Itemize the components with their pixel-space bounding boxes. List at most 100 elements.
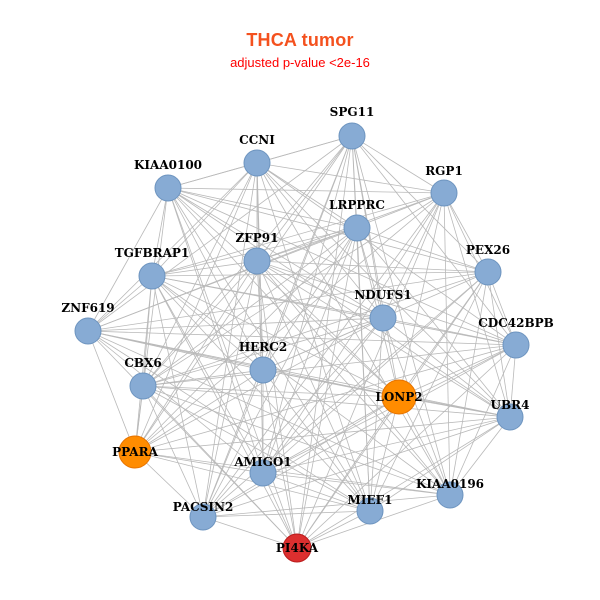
edge [262,227,358,474]
edge [134,416,511,453]
node-label-mief1: MIEF1 [348,493,393,507]
node-ccni [243,149,271,177]
edge [449,344,517,496]
edge [151,271,489,277]
edge [202,260,258,518]
edge [134,162,258,453]
node-label-lrpprc: LRPPRC [329,198,385,212]
node-pacsin2 [189,503,217,531]
edge [369,317,384,512]
edge [256,260,451,496]
edge [256,162,445,194]
edge [142,260,258,387]
edge [382,317,511,418]
node-lonp2 [381,379,417,415]
node-cbx6 [129,372,157,400]
edge [167,187,489,273]
node-pex26 [474,258,502,286]
edge [356,227,511,418]
edge [382,317,451,496]
edge [351,135,451,496]
edge [256,260,489,273]
node-kiaa0196 [436,481,464,509]
edge [142,385,400,398]
edge [151,275,204,518]
edge [443,192,511,418]
edge [151,275,264,371]
edge [262,317,384,371]
edge [202,162,258,518]
edge [142,385,298,549]
edge [142,385,371,512]
edge [167,187,384,319]
node-label-kiaa0196: KIAA0196 [416,477,484,491]
edge [142,317,384,387]
node-rgp1 [430,179,458,207]
edge [167,187,298,549]
edge [87,330,511,418]
edge [87,162,258,332]
edge [262,369,298,549]
edge [202,227,358,518]
edge [369,416,511,512]
edge [167,187,511,418]
edge [134,260,258,453]
node-label-ccni: CCNI [239,133,275,147]
node-label-lonp2: LONP2 [375,390,422,404]
edge [167,187,264,371]
edge [256,162,517,346]
node-label-cbx6: CBX6 [124,356,161,370]
edge [87,317,384,332]
edge [449,271,489,496]
edge [87,135,353,332]
node-label-ubr4: UBR4 [491,398,530,412]
node-label-rgp1: RGP1 [425,164,463,178]
edge [151,162,258,277]
node-lrpprc [343,214,371,242]
node-label-kiaa0100: KIAA0100 [134,158,202,172]
edge [256,260,384,319]
edge [296,227,358,549]
edge [87,330,371,512]
edge [87,330,136,453]
edge [398,396,451,496]
edge [262,317,384,474]
edge [262,396,400,474]
edge [151,275,264,474]
edge [296,192,445,549]
edge [369,271,489,512]
node-amigo1 [249,459,277,487]
edge [256,135,353,262]
edge [151,275,371,512]
node-label-znf619: ZNF619 [61,301,114,315]
node-label-pi4ka: PI4KA [276,541,319,555]
edge [87,187,169,332]
edge [398,192,445,398]
edge [134,344,517,453]
node-spg11 [338,122,366,150]
edge [382,192,445,319]
node-label-cdc42bpb: CDC42BPB [478,316,554,330]
labels-group: SPG11 CCNI KIAA0100 RGP1 LRPPRC ZFP91 PEX26 TGF… [61,105,553,555]
edge [142,385,451,496]
node-label-ndufs1: NDUFS1 [354,288,411,302]
edge [202,510,371,518]
edge [356,227,489,273]
edge [398,344,517,398]
edge [262,227,358,371]
node-label-pex26: PEX26 [466,243,510,257]
edge [256,260,298,549]
edge [256,260,517,346]
edge [87,330,264,474]
edge [256,260,400,398]
edge [398,396,511,418]
edge [369,396,400,512]
edge [134,451,451,496]
edge [382,317,517,346]
edge [262,472,371,512]
edge [256,162,451,496]
edge [202,396,400,518]
edge [142,385,511,418]
edge [87,275,153,332]
